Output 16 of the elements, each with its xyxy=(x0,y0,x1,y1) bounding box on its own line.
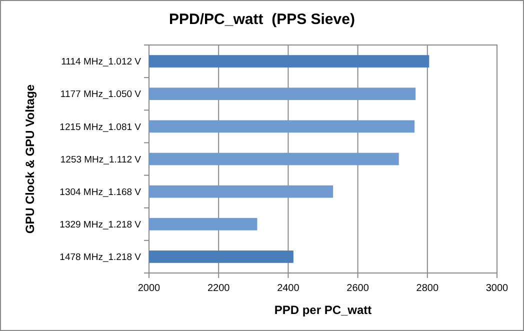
x-tick-label: 3000 xyxy=(486,283,509,294)
y-tick-label: 1304 MHz_1.168 V xyxy=(60,186,142,198)
x-tick-label: 2600 xyxy=(346,283,370,294)
y-tick-label: 1114 MHz_1.012 V xyxy=(61,56,142,68)
y-tick-label: 1215 MHz_1.081 V xyxy=(60,122,142,133)
x-tick-label: 2800 xyxy=(416,283,439,294)
chart-title: PPD/PC_watt (PPS Sieve) xyxy=(169,11,355,28)
x-tick-label: 2200 xyxy=(207,283,230,294)
x-axis-title: PPD per PC_watt xyxy=(274,303,372,317)
x-tick-label: 2400 xyxy=(277,283,300,294)
y-tick-label: 1329 MHz_1.218 V xyxy=(60,219,142,230)
y-axis-title: GPU Clock & GPU Voltage xyxy=(23,84,37,234)
y-tick-label: 1253 MHz_1.112 V xyxy=(60,154,142,166)
y-tick-label: 1177 MHz_1.050 V xyxy=(60,89,142,100)
y-tick-label: 1478 MHz_1.218 V xyxy=(60,252,142,264)
x-tick-label: 2000 xyxy=(138,283,161,294)
